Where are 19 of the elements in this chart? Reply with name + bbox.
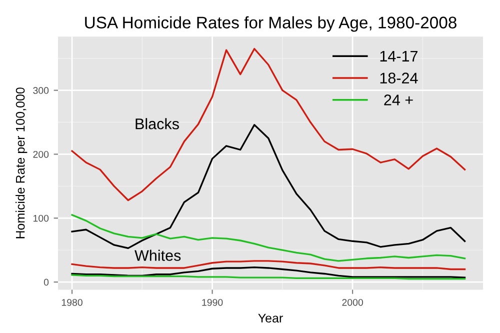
- line-series: [71, 214, 466, 262]
- annotation: Whites: [134, 250, 181, 261]
- legend-label: 14-17: [380, 50, 418, 62]
- annotation: Blacks: [136, 118, 179, 130]
- y-tick-label: 200: [33, 150, 49, 158]
- line-series: [71, 48, 466, 202]
- y-tick-label: 0: [44, 278, 49, 286]
- legend-label: 18-24: [380, 72, 418, 84]
- line-series: [71, 266, 466, 278]
- legend-label: 24 +: [384, 94, 413, 106]
- x-tick-label: 1990: [202, 298, 223, 306]
- y-axis-title: Homicide Rate per 100,000: [16, 88, 28, 238]
- y-tick-label: 100: [33, 214, 49, 222]
- line-series: [71, 260, 466, 270]
- y-tick-label: 300: [33, 87, 49, 94]
- x-tick-label: 2000: [342, 298, 363, 306]
- x-tick-label: 1980: [62, 298, 82, 306]
- chart-title: USA Homicide Rates for Males by Age, 1980-2008: [85, 16, 456, 32]
- x-axis-title: Year: [258, 314, 283, 323]
